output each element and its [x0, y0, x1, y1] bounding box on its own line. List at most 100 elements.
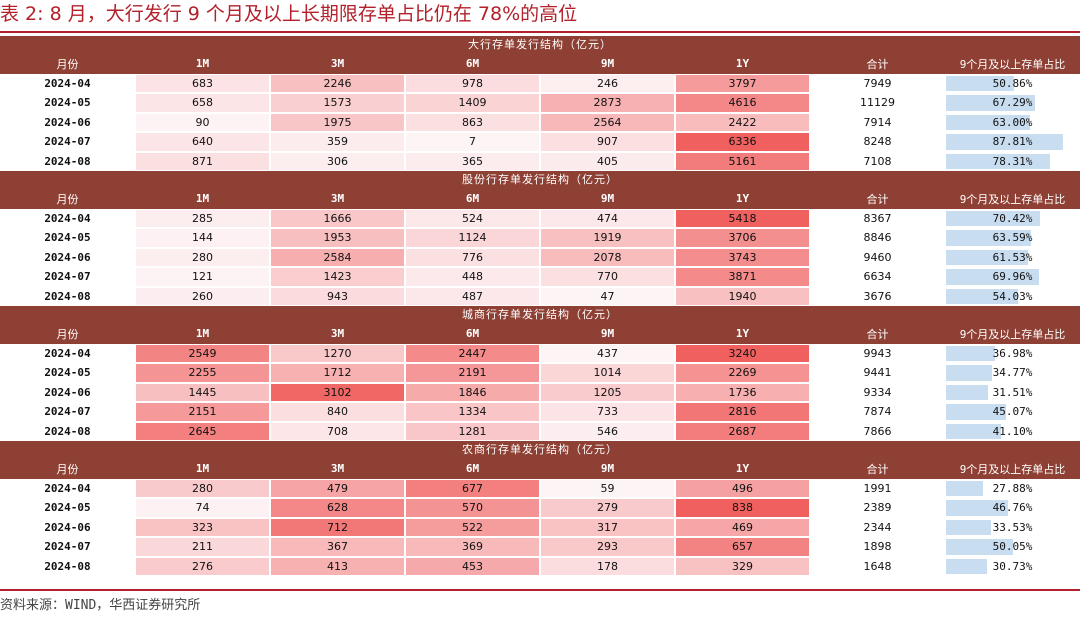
column-header: 9M	[600, 327, 615, 341]
ratio-cell: 50.86%	[945, 74, 1080, 94]
column-header: 1M	[195, 462, 210, 476]
value-cell: 3797	[675, 73, 810, 93]
ratio-bar	[946, 404, 1006, 420]
column-header: 6M	[465, 327, 480, 341]
ratio-text: 69.96%	[992, 270, 1033, 284]
value-cell: 2447	[405, 343, 540, 363]
ratio-cell: 63.59%	[945, 228, 1080, 248]
month-cell: 2024-08	[44, 559, 91, 573]
value-cell: 369	[405, 537, 540, 557]
ratio-text: 30.73%	[992, 559, 1033, 573]
ratio-bar	[946, 288, 1018, 304]
value-cell: 323	[135, 517, 270, 537]
ratio-cell: 41.10%	[945, 422, 1080, 442]
total-cell: 9441	[863, 366, 892, 380]
value-cell: 1334	[405, 402, 540, 422]
column-header-row: 月份 1M 3M 6M 9M 1Y 合计 9个月及以上存单占比	[0, 324, 1080, 344]
total-cell: 7108	[863, 154, 892, 168]
total-cell: 2344	[863, 520, 892, 534]
value-cell: 1573	[270, 93, 405, 113]
column-header: 月份	[56, 57, 79, 71]
total-cell: 1648	[863, 559, 892, 573]
ratio-bar	[946, 153, 1051, 169]
value-cell: 2078	[540, 247, 675, 267]
value-cell: 1423	[270, 267, 405, 287]
value-cell: 978	[405, 73, 540, 93]
table-row: 2024-05 2255 1712 2191 1014 2269 9441 34.77%	[0, 363, 1080, 383]
value-cell: 3240	[675, 343, 810, 363]
ratio-text: 50.05%	[992, 540, 1033, 554]
value-cell: 640	[135, 132, 270, 152]
value-cell: 1014	[540, 363, 675, 383]
ratio-cell: 36.98%	[945, 344, 1080, 364]
month-cell: 2024-08	[44, 424, 91, 438]
ratio-bar	[946, 480, 984, 496]
value-cell: 2687	[675, 421, 810, 441]
table-row: 2024-05 74 628 570 279 838 2389 46.76%	[0, 498, 1080, 518]
month-cell: 2024-04	[44, 481, 91, 495]
value-cell: 570	[405, 498, 540, 518]
value-cell: 2816	[675, 402, 810, 422]
value-cell: 487	[405, 286, 540, 306]
ratio-cell: 45.07%	[945, 402, 1080, 422]
value-cell: 279	[540, 498, 675, 518]
value-cell: 1919	[540, 228, 675, 248]
ratio-text: 31.51%	[992, 385, 1033, 399]
value-cell: 3871	[675, 267, 810, 287]
value-cell: 59	[540, 478, 675, 498]
value-cell: 1975	[270, 112, 405, 132]
value-cell: 1666	[270, 208, 405, 228]
ratio-cell: 46.76%	[945, 498, 1080, 518]
value-cell: 1953	[270, 228, 405, 248]
total-cell: 8367	[863, 211, 892, 225]
ratio-text: 63.59%	[992, 231, 1033, 245]
month-cell: 2024-05	[44, 96, 91, 110]
ratio-cell: 34.77%	[945, 363, 1080, 383]
column-header: 9M	[600, 57, 615, 71]
total-cell: 7866	[863, 424, 892, 438]
table-row: 2024-08 871 306 365 405 5161 7108 78.31%	[0, 151, 1080, 171]
table-section: 农商行存单发行结构（亿元） 月份 1M 3M 6M 9M 1Y 合计 9个月及以上存单占比 202…	[0, 441, 1080, 576]
ratio-text: 27.88%	[992, 481, 1033, 495]
value-cell: 546	[540, 421, 675, 441]
value-cell: 365	[405, 151, 540, 171]
table-row: 2024-07 121 1423 448 770 3871 6634 69.96%	[0, 267, 1080, 287]
total-cell: 9334	[863, 385, 892, 399]
value-cell: 178	[540, 556, 675, 576]
value-cell: 5418	[675, 208, 810, 228]
column-header: 9M	[600, 462, 615, 476]
total-cell: 7949	[863, 76, 892, 90]
section-title: 城商行存单发行结构（亿元）	[0, 306, 1080, 324]
column-header: 1Y	[735, 192, 750, 206]
column-header: 合计	[866, 57, 889, 71]
column-header: 1M	[195, 327, 210, 341]
ratio-text: 54.03%	[992, 289, 1033, 303]
column-header: 1Y	[735, 327, 750, 341]
ratio-bar	[946, 249, 1028, 265]
value-cell: 2255	[135, 363, 270, 383]
month-cell: 2024-07	[44, 270, 91, 284]
section-title: 大行存单发行结构（亿元）	[0, 36, 1080, 54]
ratio-bar	[946, 230, 1031, 246]
value-cell: 5161	[675, 151, 810, 171]
table-row: 2024-05 658 1573 1409 2873 4616 11129 67.29%	[0, 93, 1080, 113]
total-cell: 8248	[863, 135, 892, 149]
table-row: 2024-07 640 359 7 907 6336 8248 87.81%	[0, 132, 1080, 152]
value-cell: 770	[540, 267, 675, 287]
ratio-cell: 67.29%	[945, 93, 1080, 113]
ratio-cell: 69.96%	[945, 267, 1080, 287]
ratio-bar	[946, 519, 991, 535]
value-cell: 474	[540, 208, 675, 228]
table-row: 2024-04 280 479 677 59 496 1991 27.88%	[0, 478, 1080, 499]
column-header: 月份	[56, 327, 79, 341]
column-header: 9个月及以上存单占比	[959, 192, 1066, 206]
column-header: 合计	[866, 192, 889, 206]
month-cell: 2024-05	[44, 231, 91, 245]
value-cell: 1205	[540, 382, 675, 402]
month-cell: 2024-08	[44, 154, 91, 168]
ratio-cell: 27.88%	[945, 479, 1080, 499]
value-cell: 7	[405, 132, 540, 152]
ratio-cell: 63.00%	[945, 113, 1080, 133]
table-row: 2024-04 2549 1270 2447 437 3240 9943 36.98%	[0, 343, 1080, 364]
column-header: 合计	[866, 462, 889, 476]
